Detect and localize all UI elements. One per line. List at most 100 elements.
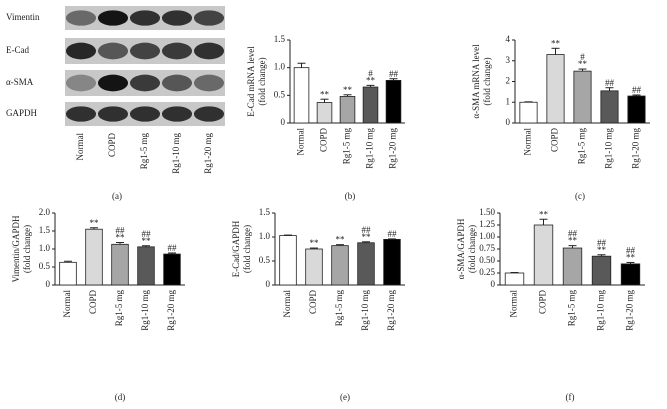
y-tick-label: 0.25 xyxy=(479,267,495,277)
y-tick-label: 0 xyxy=(281,117,286,127)
significance-mark: ## xyxy=(142,229,152,239)
y-axis-label: E-Cad mRNA level xyxy=(246,46,256,117)
panel-label: (e) xyxy=(340,392,350,402)
y-tick-label: 1.00 xyxy=(479,231,495,241)
x-tick-label: Rg1-5 mg xyxy=(567,290,577,327)
bar xyxy=(504,272,525,286)
y-axis-label: (fold change) xyxy=(482,57,492,105)
significance-mark: ## xyxy=(632,85,642,95)
y-tick-label: 0.75 xyxy=(479,243,495,253)
bar xyxy=(59,261,77,286)
bar xyxy=(362,86,379,124)
x-tick-label: COPD xyxy=(550,128,560,153)
x-tick-label: Rg1-5 mg xyxy=(342,128,352,165)
bar xyxy=(316,102,333,124)
y-axis-label: (fold change) xyxy=(22,225,32,273)
blot-band xyxy=(193,74,225,92)
significance-mark: ## xyxy=(389,69,399,79)
y-axis-label: Vimentin/GAPDH xyxy=(11,215,21,282)
significance-mark: ** xyxy=(366,75,376,85)
bar xyxy=(357,242,375,286)
significance-mark: ** xyxy=(336,235,346,245)
bar xyxy=(305,248,323,286)
x-tick-label: Rg1-10 mg xyxy=(140,290,150,331)
panel-label: (d) xyxy=(115,392,126,402)
significance-mark: ** xyxy=(551,38,561,48)
significance-mark: ** xyxy=(597,245,607,255)
bar xyxy=(383,238,401,286)
y-tick-label: 1.25 xyxy=(479,219,495,229)
y-tick-label: 1.5 xyxy=(259,207,271,217)
significance-mark: ## xyxy=(116,226,126,236)
bar xyxy=(573,70,592,124)
y-tick-label: 1.0 xyxy=(39,243,51,253)
protein-label: Vimentin xyxy=(6,12,40,22)
x-tick-label: COPD xyxy=(308,290,318,315)
blot-band xyxy=(161,74,193,92)
bar xyxy=(339,96,356,124)
bar xyxy=(627,95,646,124)
protein-label: E-Cad xyxy=(6,45,29,55)
significance-mark: ** xyxy=(568,236,578,246)
bar xyxy=(293,67,310,124)
y-axis-label: (fold change) xyxy=(257,57,267,105)
bar xyxy=(533,224,554,286)
lane-label: Normal xyxy=(75,133,85,161)
y-tick-label: 1 xyxy=(506,96,511,106)
y-tick-label: 3 xyxy=(506,55,511,65)
x-tick-label: COPD xyxy=(88,290,98,315)
significance-mark: ## xyxy=(362,225,372,235)
bar xyxy=(331,245,349,286)
panel-label: (f) xyxy=(566,392,575,402)
bar xyxy=(546,54,565,124)
significance-mark: ## xyxy=(568,229,578,239)
y-tick-label: 2.0 xyxy=(39,207,51,217)
bar xyxy=(279,235,297,286)
blot-band xyxy=(65,42,97,60)
significance-mark: ## xyxy=(597,238,607,248)
x-tick-label: Normal xyxy=(282,290,292,318)
x-tick-label: Rg1-20 mg xyxy=(631,128,641,169)
panel-label: (c) xyxy=(575,191,585,201)
x-tick-label: Rg1-10 mg xyxy=(604,128,614,169)
blot-band xyxy=(65,106,97,122)
y-axis-label: α-SMA/GAPDH xyxy=(456,218,466,279)
y-tick-label: 0 xyxy=(506,117,511,127)
blot-band xyxy=(161,42,193,60)
y-tick-label: 4 xyxy=(506,34,511,44)
significance-mark: ## xyxy=(388,229,398,239)
protein-label: GAPDH xyxy=(6,108,38,118)
x-tick-label: Rg1-5 mg xyxy=(577,128,587,165)
blot-band xyxy=(97,106,129,122)
significance-mark: # xyxy=(368,68,373,78)
y-tick-label: 0 xyxy=(491,279,496,289)
x-tick-label: Rg1-20 mg xyxy=(388,128,398,169)
significance-mark: ## xyxy=(626,246,636,256)
blot-band xyxy=(97,10,129,26)
lane-label: COPD xyxy=(107,133,117,158)
x-tick-label: Normal xyxy=(509,290,519,318)
x-tick-label: Rg1-10 mg xyxy=(360,290,370,331)
x-tick-label: Normal xyxy=(62,290,72,318)
significance-mark: ## xyxy=(605,78,615,88)
significance-mark: ** xyxy=(578,59,588,69)
significance-mark: ## xyxy=(168,243,178,253)
bar xyxy=(111,243,129,286)
significance-mark: ** xyxy=(310,238,320,248)
panel-label: (b) xyxy=(345,191,356,201)
y-tick-label: 0.50 xyxy=(479,255,495,265)
significance-mark: ** xyxy=(626,253,636,263)
blot-band xyxy=(193,106,225,122)
y-tick-label: 1.50 xyxy=(479,207,495,217)
significance-mark: ** xyxy=(90,218,100,228)
x-tick-label: COPD xyxy=(538,290,548,315)
blot-band xyxy=(161,106,193,122)
y-axis-label: (fold change) xyxy=(242,225,252,273)
lane-label: Rg1-10 mg xyxy=(171,133,181,174)
significance-mark: ** xyxy=(116,233,126,243)
y-tick-label: 0.5 xyxy=(39,261,51,271)
blot-band xyxy=(129,74,161,92)
bar xyxy=(85,228,103,286)
y-tick-label: 0.5 xyxy=(274,89,286,99)
x-tick-label: Rg1-20 mg xyxy=(166,290,176,331)
